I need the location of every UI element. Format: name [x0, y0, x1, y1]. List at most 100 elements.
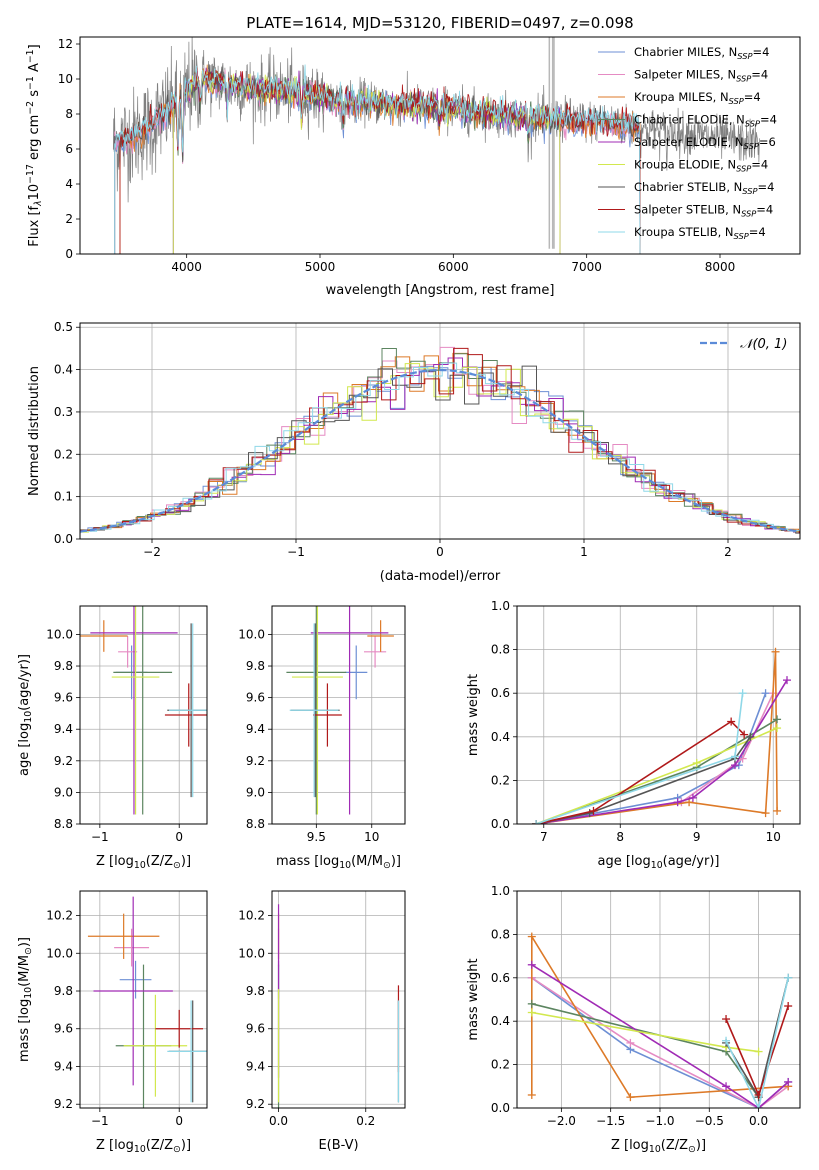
x-tick-label: 7 [540, 830, 548, 844]
plot-area [532, 647, 791, 824]
y-tick-label: 0.0 [491, 817, 510, 831]
label-part: =4 [756, 203, 773, 217]
label-part: 10 [134, 1144, 146, 1155]
age-vs-metallicity-panel: −1 08.89.09.29.49.69.810.0Z [log10(Z/Z⊙)]… [17, 605, 208, 871]
mass-weight-series-line [531, 964, 789, 1108]
label-part: =4 [752, 45, 769, 59]
y-tick-label: 1.0 [491, 599, 510, 613]
y-tick-label: 9.4 [246, 722, 265, 736]
legend-entry: Chabrier MILES, NSSP=4 [634, 45, 769, 61]
label-part: −2 [25, 101, 36, 115]
label-part: (age/yr)] [17, 654, 32, 711]
y-tick-label: 9.2 [54, 1097, 73, 1111]
plot-area [286, 606, 394, 815]
legend-entry: Salpeter MILES, NSSP=4 [634, 68, 768, 84]
legend-entry: Kroupa STELIB, NSSP=4 [634, 225, 766, 241]
axes-frame [79, 36, 801, 255]
y-tick-label: 0.8 [491, 927, 510, 941]
mass-vs-metallicity-panel: −1 09.29.49.69.810.010.2Z [log10(Z/Z⊙)]ma… [17, 890, 208, 1155]
label-part: SSP [745, 119, 760, 129]
y-tick-label: 9.2 [54, 754, 73, 768]
x-tick-label: −2.0 [547, 1114, 576, 1128]
label-part: =4 [749, 225, 766, 239]
label-part: age [log [17, 723, 32, 776]
mass-weight-series-line [535, 692, 767, 824]
y-tick-label: 0 [65, 247, 73, 261]
label-part: 10 [649, 1144, 661, 1155]
y-tick-label: 0.4 [491, 1014, 510, 1028]
label-part: )] [181, 1138, 191, 1153]
y-tick-label: 10.2 [46, 909, 73, 923]
y-tick-label: 0.5 [54, 320, 73, 334]
label-part: A [27, 63, 42, 76]
legend-entry: Kroupa MILES, NSSP=4 [634, 90, 761, 106]
label-part: 10 [23, 987, 34, 999]
x-tick-label: 10 [364, 830, 379, 844]
legend-entry: Chabrier STELIB, NSSP=4 [634, 180, 774, 196]
y-tick-label: 10.2 [238, 909, 265, 923]
x-tick-label: 5000 [305, 260, 336, 274]
x-axis-label: E(B-V) [318, 1138, 358, 1153]
y-tick-label: 10.0 [238, 946, 265, 960]
label-part: (M/M [351, 854, 383, 869]
x-tick-label: 10 [766, 830, 781, 844]
x-tick-label: 0 [175, 1114, 183, 1128]
label-part: 10 [339, 860, 351, 871]
y-tick-label: 0.4 [491, 730, 510, 744]
label-part: (M/M [17, 955, 32, 987]
y-axis-label: Flux [fλ10−17 erg cm−2 s−1 A−1] [25, 44, 44, 246]
y-tick-label: 9.0 [54, 785, 73, 799]
x-tick-label: −0.5 [695, 1114, 724, 1128]
y-tick-label: 10.0 [238, 627, 265, 641]
axes-frame [271, 890, 406, 1109]
label-part: )] [181, 854, 191, 869]
axes-frame [271, 605, 406, 825]
mass-weight-series-line [535, 679, 788, 824]
label-part: Z [log [611, 1138, 649, 1153]
label-part: ⊙ [688, 1144, 696, 1155]
label-part: SSP [742, 186, 757, 196]
x-tick-label: −1 [287, 545, 305, 559]
plot-area [80, 606, 207, 815]
label-part: Chabrier ELODIE, N [634, 113, 745, 127]
label-part: erg cm [27, 115, 42, 164]
axes-frame [516, 605, 801, 825]
legend-entry: Kroupa ELODIE, NSSP=4 [634, 158, 768, 174]
label-part: −17 [25, 164, 36, 184]
y-tick-label: 0.2 [491, 773, 510, 787]
data-spectrum-line [112, 37, 761, 203]
spectrum-panel: 4000 5000 6000 7000 8000 0 2 4 6 8 10 12 wavelength … [25, 36, 801, 298]
label-part: Salpeter ELODIE, N [634, 135, 744, 149]
legend: Chabrier MILES, NSSP=4 Salpeter MILES, NS… [598, 45, 777, 241]
label-part: =4 [744, 90, 761, 104]
histogram-steps [80, 347, 800, 534]
y-tick-label: 6 [65, 142, 73, 156]
label-part: Z [log [96, 854, 134, 869]
residuals-panel: −2 −1 0 1 2 0.0 0.1 0.2 0.3 0.4 0.5 (data-model)/er… [27, 320, 801, 584]
label-part: E(B-V) [318, 1138, 358, 1153]
label-part: Kroupa MILES, N [634, 90, 729, 104]
label-part: SSP [729, 96, 744, 106]
y-tick-label: 9.6 [246, 1022, 265, 1036]
y-tick-label: 9.0 [246, 785, 265, 799]
x-axis-label: Z [log10(Z/Z⊙)] [96, 1138, 191, 1155]
legend-entry: Chabrier ELODIE, NSSP=4 [634, 113, 777, 129]
label-part: −1 [25, 49, 36, 63]
label-part: )] [17, 937, 32, 947]
label-part: ⊙ [173, 1144, 181, 1155]
figure-title: PLATE=1614, MJD=53120, FIBERID=0497, z=0… [246, 14, 633, 32]
y-tick-label: 0.3 [54, 405, 73, 419]
y-tick-label: 9.8 [246, 984, 265, 998]
label-part: Salpeter STELIB, N [634, 203, 741, 217]
y-tick-label: 2 [65, 212, 73, 226]
y-tick-label: 1.0 [491, 884, 510, 898]
legend: 𝒩(0, 1) [700, 337, 787, 352]
mass-weight-series-line [535, 651, 778, 824]
x-axis-label: Z [log10(Z/Z⊙)] [96, 854, 191, 871]
label-part: (age/yr)] [663, 854, 720, 869]
legend-entry: Salpeter ELODIE, NSSP=6 [634, 135, 776, 151]
y-tick-label: 9.6 [246, 691, 265, 705]
y-tick-label: 12 [58, 37, 73, 51]
label-part: )] [696, 1138, 706, 1153]
